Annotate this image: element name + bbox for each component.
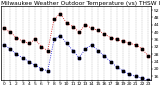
Point [78,31,80,33]
Point [116,66,118,68]
Point [9,31,11,33]
Point [134,76,137,77]
Point [46,70,49,71]
Point [78,57,80,59]
Point [3,44,5,46]
Point [147,79,149,81]
Point [59,35,62,36]
Point [97,50,99,51]
Point [53,39,55,40]
Point [15,54,18,55]
Point [122,41,124,42]
Point [28,61,30,62]
Point [122,41,124,42]
Point [103,33,106,35]
Point [97,50,99,51]
Point [53,19,55,20]
Point [134,44,137,46]
Point [53,39,55,40]
Point [21,57,24,59]
Point [46,50,49,51]
Point [15,54,18,55]
Point [84,48,87,49]
Point [21,41,24,42]
Point [28,42,30,44]
Point [134,76,137,77]
Point [103,33,106,35]
Point [116,39,118,40]
Point [65,22,68,24]
Point [15,37,18,38]
Point [65,42,68,44]
Point [122,70,124,71]
Text: Milwaukee Weather Outdoor Temperature (vs) THSW Index per Hour (Last 24 Hours): Milwaukee Weather Outdoor Temperature (v… [1,1,160,6]
Point [9,31,11,33]
Point [147,79,149,81]
Point [90,28,93,29]
Point [59,13,62,14]
Point [59,13,62,14]
Point [84,48,87,49]
Point [21,57,24,59]
Point [59,35,62,36]
Point [72,50,74,51]
Point [90,44,93,46]
Point [103,55,106,57]
Point [40,68,43,70]
Point [128,42,131,44]
Point [147,55,149,57]
Point [40,46,43,48]
Point [109,37,112,38]
Point [141,77,143,79]
Point [109,61,112,62]
Point [128,42,131,44]
Point [65,42,68,44]
Point [40,46,43,48]
Point [78,31,80,33]
Point [122,70,124,71]
Point [90,44,93,46]
Point [128,74,131,75]
Point [109,37,112,38]
Point [65,22,68,24]
Point [97,30,99,31]
Point [34,39,36,40]
Point [84,24,87,25]
Point [21,41,24,42]
Point [53,19,55,20]
Point [128,74,131,75]
Point [134,44,137,46]
Point [116,66,118,68]
Point [46,70,49,71]
Point [109,61,112,62]
Point [34,39,36,40]
Point [84,24,87,25]
Point [141,48,143,49]
Point [46,50,49,51]
Point [97,30,99,31]
Point [9,48,11,49]
Point [3,44,5,46]
Point [147,55,149,57]
Point [72,26,74,27]
Point [3,28,5,29]
Point [28,61,30,62]
Point [15,37,18,38]
Point [34,65,36,66]
Point [72,50,74,51]
Point [78,57,80,59]
Point [141,48,143,49]
Point [40,68,43,70]
Point [3,28,5,29]
Point [28,42,30,44]
Point [90,28,93,29]
Point [72,26,74,27]
Point [116,39,118,40]
Point [34,65,36,66]
Point [9,48,11,49]
Point [141,77,143,79]
Point [103,55,106,57]
